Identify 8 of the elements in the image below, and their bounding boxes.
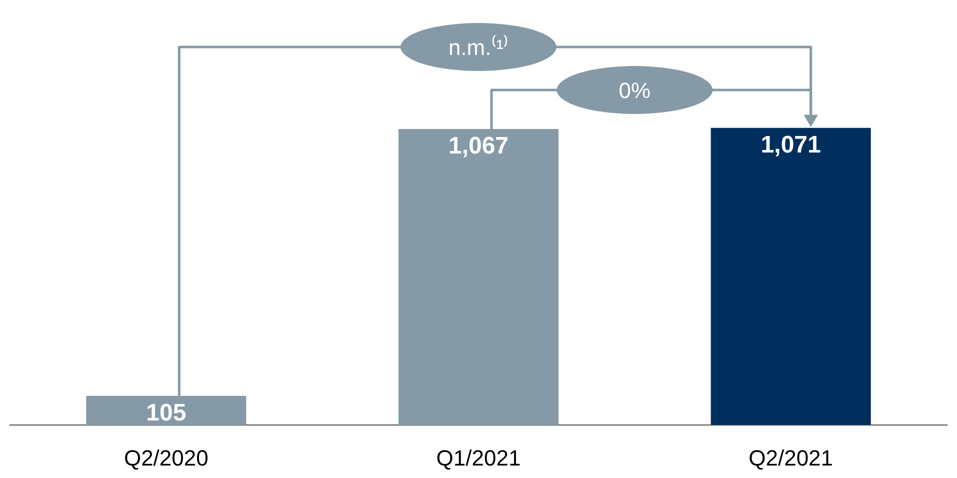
x-tick-label: Q1/2021 [436, 446, 521, 470]
text: n.m.⁽¹⁾ [448, 35, 509, 60]
x-tick-label: Q2/2021 [748, 446, 834, 470]
data-label: 1,067 [448, 132, 509, 160]
text: 0% [618, 78, 651, 103]
data-label: 105 [146, 399, 186, 426]
data-label: 1,071 [760, 131, 821, 158]
x-tick-label: Q2/2020 [124, 446, 208, 470]
